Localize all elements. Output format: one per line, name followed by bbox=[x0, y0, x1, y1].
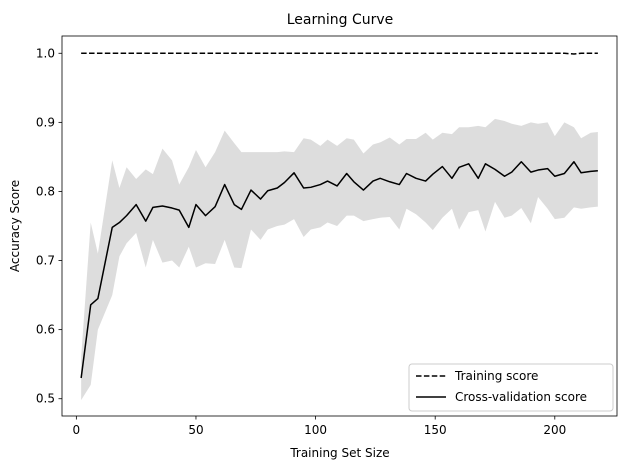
legend-label-training: Training score bbox=[454, 369, 538, 383]
x-tick-label: 0 bbox=[73, 423, 81, 437]
chart-title: Learning Curve bbox=[287, 12, 394, 28]
y-tick-label: 0.7 bbox=[36, 254, 55, 268]
y-axis-title: Accuracy Score bbox=[8, 180, 22, 272]
x-tick-label: 100 bbox=[304, 423, 327, 437]
legend: Training score Cross-validation score bbox=[408, 363, 614, 412]
legend-frame bbox=[408, 363, 614, 412]
cv-std-band bbox=[81, 118, 598, 401]
legend-label-cv: Cross-validation score bbox=[455, 390, 587, 404]
x-axis-title: Training Set Size bbox=[289, 446, 389, 460]
y-tick-label: 1.0 bbox=[36, 46, 55, 60]
y-tick-label: 0.6 bbox=[36, 323, 55, 337]
plot-frame bbox=[61, 35, 618, 417]
axes-layer: 0 50 100 150 200 0.5 0.6 0.7 0.8 0.9 1.0 bbox=[36, 35, 618, 437]
x-tick-label: 200 bbox=[543, 423, 566, 437]
y-tick-label: 0.9 bbox=[36, 115, 55, 129]
cross-validation-score-line bbox=[80, 161, 598, 379]
x-tick-label: 150 bbox=[424, 423, 447, 437]
y-tick-label: 0.5 bbox=[36, 392, 55, 406]
x-tick-label: 50 bbox=[188, 423, 203, 437]
y-tick-label: 0.8 bbox=[36, 184, 55, 198]
series-layer bbox=[80, 52, 598, 379]
training-score-line bbox=[81, 52, 598, 55]
std-band-layer bbox=[81, 118, 598, 401]
